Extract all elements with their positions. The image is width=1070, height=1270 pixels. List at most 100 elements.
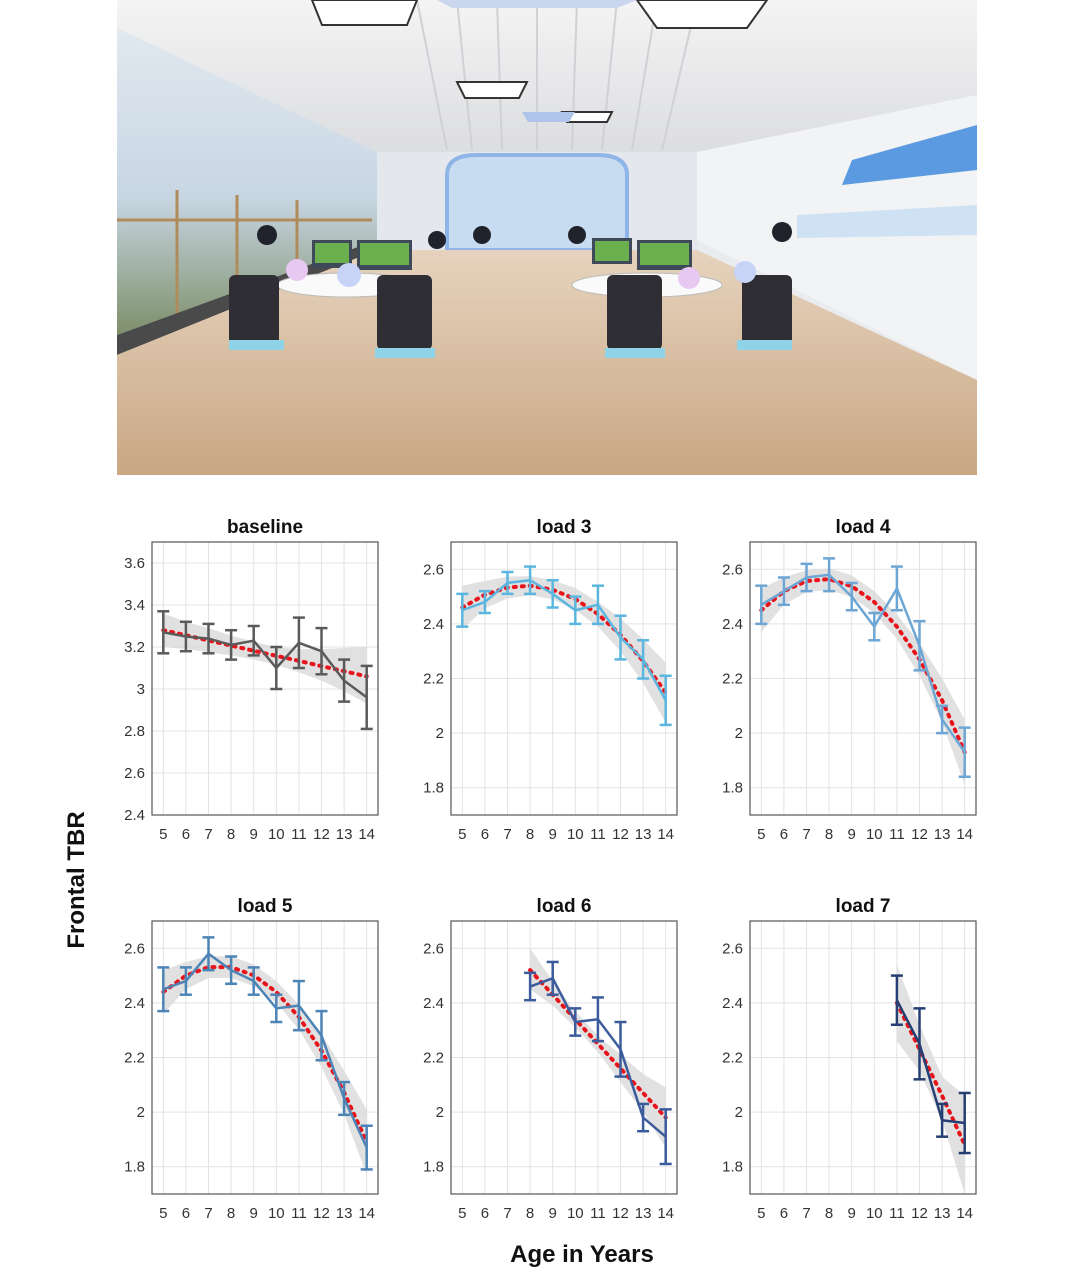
error-bar — [315, 1009, 328, 1062]
error-bar — [179, 966, 192, 996]
panel-title: load 5 — [238, 896, 293, 917]
x-tick-label: 12 — [612, 1205, 629, 1222]
x-tick-label: 10 — [567, 826, 584, 843]
x-tick-label: 10 — [866, 1205, 883, 1222]
error-bar — [614, 1020, 627, 1078]
error-bar — [225, 955, 238, 986]
y-tick-label: 2.4 — [124, 807, 145, 824]
error-bar — [202, 622, 215, 655]
x-tick-label: 8 — [526, 1205, 534, 1222]
error-bar — [614, 614, 627, 661]
y-tick-label: 3.4 — [124, 597, 145, 614]
error-bar — [637, 1102, 650, 1133]
x-tick-label: 8 — [825, 826, 833, 843]
error-bar — [360, 664, 373, 731]
x-tick-label: 6 — [780, 826, 788, 843]
y-tick-label: 2 — [436, 725, 444, 742]
error-bar — [913, 1007, 926, 1081]
error-bar — [823, 557, 836, 593]
x-tick-label: 10 — [268, 1205, 285, 1222]
axes-box — [151, 541, 379, 816]
x-tick-label: 12 — [911, 826, 928, 843]
y-tick-label: 2.2 — [722, 1050, 743, 1067]
error-bar — [270, 993, 283, 1024]
classroom-illustration — [117, 0, 977, 475]
y-tick-label: 3 — [137, 681, 145, 698]
panel-title: baseline — [227, 517, 303, 538]
axes-box — [749, 541, 977, 816]
x-tick-label: 5 — [458, 1205, 466, 1222]
x-tick-label: 7 — [204, 1205, 212, 1222]
y-tick-label: 2.4 — [722, 995, 743, 1012]
error-bar — [659, 1108, 672, 1166]
error-bar — [637, 639, 650, 680]
panel-title: load 7 — [836, 896, 891, 917]
x-tick-label: 12 — [313, 826, 330, 843]
x-tick-label: 5 — [757, 826, 765, 843]
error-bar — [800, 562, 813, 593]
error-bar — [292, 979, 305, 1032]
error-bar — [546, 960, 559, 996]
x-tick-label: 13 — [336, 826, 353, 843]
panel-load-7: 5 6 7 8 9 10 11 12 13 14 1.8 2 2.2 2.4 2.6 load 7 — [722, 896, 977, 1222]
error-bar — [270, 645, 283, 691]
y-tick-label: 2.4 — [722, 616, 743, 633]
x-tick-label: 7 — [503, 1205, 511, 1222]
panel-load-4: 5 6 7 8 9 10 11 12 13 14 1.8 2 2.2 2.4 2.6 load 4 — [722, 517, 977, 843]
error-bar — [936, 704, 949, 735]
y-tick-label: 2.2 — [124, 1050, 145, 1067]
y-tick-label: 2.2 — [423, 671, 444, 688]
x-tick-label: 6 — [780, 1205, 788, 1222]
y-tick-label: 3.2 — [124, 639, 145, 656]
y-tick-label: 2.2 — [423, 1050, 444, 1067]
axes-box — [749, 920, 977, 1195]
mean-line — [461, 578, 667, 701]
error-bar — [247, 966, 260, 996]
error-bar — [456, 592, 469, 628]
axes-box — [450, 541, 678, 816]
x-tick-label: 13 — [635, 826, 652, 843]
fit-line — [161, 965, 369, 1145]
x-tick-label: 12 — [313, 1205, 330, 1222]
y-tick-label: 3.6 — [124, 555, 145, 572]
error-bar — [591, 584, 604, 626]
y-tick-label: 2.6 — [124, 765, 145, 782]
x-tick-label: 10 — [268, 826, 285, 843]
x-tick-label: 14 — [956, 826, 973, 843]
x-tick-label: 11 — [291, 826, 307, 843]
mean-line — [162, 952, 368, 1149]
y-tick-label: 2.8 — [124, 723, 145, 740]
x-tick-label: 5 — [159, 1205, 167, 1222]
error-bar — [524, 971, 537, 1002]
error-bar — [755, 584, 768, 626]
y-axis-label: Frontal TBR — [63, 811, 90, 948]
x-tick-label: 6 — [182, 1205, 190, 1222]
x-tick-label: 8 — [227, 1205, 235, 1222]
error-bar — [157, 610, 170, 655]
error-bar — [569, 595, 582, 626]
y-tick-label: 1.8 — [722, 1159, 743, 1176]
y-tick-label: 1.8 — [423, 780, 444, 797]
x-tick-label: 13 — [934, 1205, 951, 1222]
error-bar — [225, 628, 238, 661]
error-bar — [524, 565, 537, 596]
error-bar — [315, 626, 328, 676]
x-tick-label: 7 — [802, 826, 810, 843]
axes-box — [450, 920, 678, 1195]
error-bar — [868, 611, 881, 642]
x-tick-label: 8 — [227, 826, 235, 843]
mean-line — [895, 999, 965, 1125]
x-tick-label: 5 — [458, 826, 466, 843]
y-tick-label: 1.8 — [722, 780, 743, 797]
x-tick-label: 6 — [481, 826, 489, 843]
panel-load-5: 5 6 7 8 9 10 11 12 13 14 1.8 2 2.2 2.4 2.6 load 5 — [124, 896, 379, 1222]
y-tick-label: 2 — [735, 1104, 743, 1121]
y-tick-label: 2.4 — [124, 995, 145, 1012]
x-tick-label: 9 — [848, 1205, 856, 1222]
y-tick-label: 2 — [137, 1104, 145, 1121]
x-tick-label: 13 — [635, 1205, 652, 1222]
panel-baseline: 5 6 7 8 9 10 11 12 13 14 2.4 2.6 2.8 3 3.2 3.4 3.6 baseli… — [124, 517, 379, 843]
x-tick-label: 7 — [802, 1205, 810, 1222]
x-tick-label: 14 — [657, 1205, 674, 1222]
panel-title: load 3 — [537, 517, 592, 538]
